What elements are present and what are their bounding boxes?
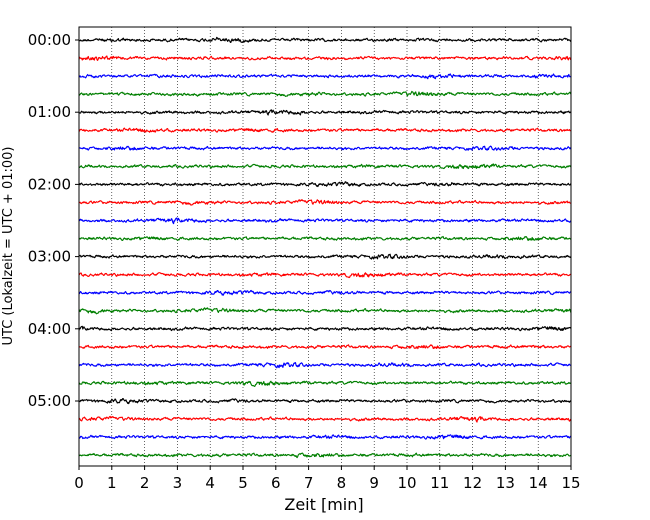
trace-13 [78,272,572,279]
trace-17 [78,344,572,350]
x-tick-label-9: 9 [369,474,379,492]
x-tick-label-14: 14 [529,474,548,492]
x-tick-label-10: 10 [397,474,416,492]
trace-0 [78,36,572,43]
plot-frame [78,26,572,467]
x-tick-label-13: 13 [496,474,515,492]
y-tick-label-1: 01:00 [28,103,71,121]
trace-11 [78,235,572,241]
trace-2 [78,73,572,80]
y-tick-label-3: 03:00 [28,248,71,266]
x-tick-label-6: 6 [271,474,281,492]
x-tick-label-1: 1 [107,474,117,492]
seismic-traces [78,36,572,459]
x-tick-label-3: 3 [173,474,183,492]
x-tick-label-11: 11 [430,474,449,492]
trace-23 [78,452,572,459]
trace-21 [78,415,572,423]
trace-16 [78,325,572,332]
y-tick-label-4: 04:00 [28,320,71,338]
trace-15 [78,307,572,315]
trace-1 [78,55,572,61]
x-tick-label-12: 12 [463,474,482,492]
x-tick-label-7: 7 [304,474,314,492]
trace-7 [78,163,572,170]
y-axis-label: UTC (Lokalzeit = UTC + 01:00) [1,147,16,346]
x-tick-label-15: 15 [561,474,580,492]
trace-3 [78,90,572,97]
trace-18 [78,362,572,369]
x-tick-label-4: 4 [205,474,215,492]
trace-10 [78,217,572,225]
trace-14 [78,289,572,296]
y-tick-label-2: 02:00 [28,175,71,193]
trace-12 [78,253,572,260]
trace-5 [78,127,572,133]
x-axis-label: Zeit [min] [284,495,363,514]
x-tick-label-0: 0 [74,474,84,492]
grid-lines [111,27,539,466]
x-tick-label-2: 2 [140,474,150,492]
trace-4 [78,109,572,116]
x-tick-label-5: 5 [238,474,248,492]
y-tick-label-5: 05:00 [28,392,71,410]
trace-9 [78,199,572,206]
trace-8 [78,181,572,188]
trace-19 [78,380,572,387]
trace-22 [78,434,572,440]
y-tick-label-0: 00:00 [28,31,71,49]
axis-ticks: 0 1 2 3 4 5 6 7 8 9 10 11 12 13 14 1500:0001:0002:0003:… [28,31,581,492]
x-tick-label-8: 8 [337,474,347,492]
trace-20 [78,398,572,405]
trace-6 [78,145,572,151]
